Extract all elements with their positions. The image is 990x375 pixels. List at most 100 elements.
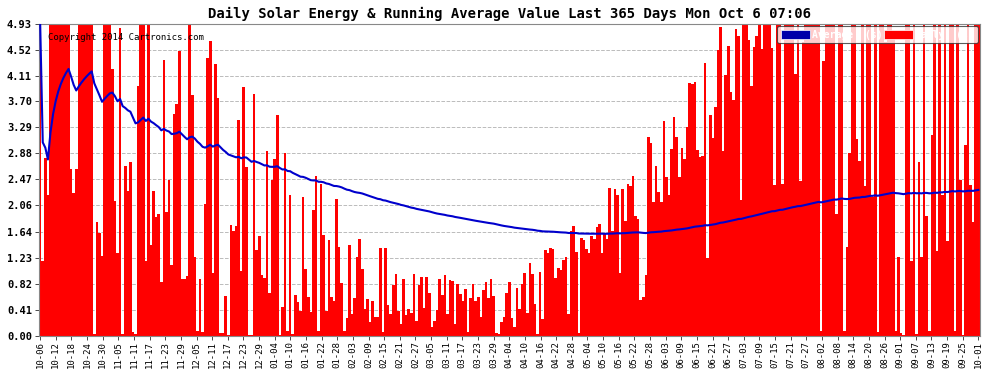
Bar — [72, 193, 75, 336]
Bar — [593, 239, 596, 336]
Bar — [797, 24, 799, 336]
Bar — [246, 167, 248, 336]
Bar — [670, 148, 673, 336]
Bar — [683, 159, 686, 336]
Bar — [622, 189, 624, 336]
Bar — [116, 253, 119, 336]
Bar — [900, 333, 902, 336]
Bar — [299, 311, 302, 336]
Bar — [363, 309, 366, 336]
Bar — [619, 273, 622, 336]
Bar — [214, 64, 217, 336]
Bar — [297, 302, 299, 336]
Bar — [466, 332, 469, 336]
Bar — [583, 240, 585, 336]
Bar — [549, 248, 551, 336]
Bar — [542, 319, 545, 336]
Bar — [472, 284, 474, 336]
Bar — [252, 94, 255, 336]
Bar — [750, 86, 752, 336]
Bar — [148, 24, 149, 336]
Bar — [773, 185, 776, 336]
Bar — [760, 50, 763, 336]
Bar — [969, 185, 972, 336]
Bar — [382, 333, 384, 336]
Bar — [577, 333, 580, 336]
Bar — [876, 332, 879, 336]
Bar — [953, 331, 956, 336]
Bar — [804, 24, 807, 336]
Bar — [418, 285, 421, 336]
Bar — [441, 295, 444, 336]
Bar — [874, 24, 876, 336]
Bar — [75, 169, 77, 336]
Bar — [892, 32, 895, 336]
Bar — [294, 294, 297, 336]
Bar — [59, 24, 62, 336]
Bar — [902, 335, 905, 336]
Bar — [895, 331, 897, 336]
Bar — [135, 334, 137, 336]
Bar — [477, 297, 479, 336]
Bar — [212, 273, 214, 336]
Bar — [786, 24, 789, 336]
Bar — [413, 274, 415, 336]
Bar — [606, 239, 609, 336]
Bar — [230, 225, 233, 336]
Bar — [747, 40, 750, 336]
Bar — [691, 84, 694, 336]
Bar — [165, 213, 167, 336]
Bar — [456, 284, 459, 336]
Bar — [47, 195, 50, 336]
Legend: Average  ($), Daily  ($): Average ($), Daily ($) — [777, 26, 978, 44]
Bar — [83, 24, 85, 336]
Bar — [694, 82, 696, 336]
Bar — [199, 279, 201, 336]
Bar — [974, 24, 977, 336]
Bar — [374, 317, 376, 336]
Bar — [667, 195, 670, 336]
Bar — [557, 268, 559, 336]
Bar — [660, 202, 662, 336]
Bar — [614, 189, 616, 336]
Bar — [320, 184, 323, 336]
Bar — [227, 334, 230, 336]
Bar — [54, 24, 57, 336]
Bar — [361, 268, 363, 336]
Bar — [699, 157, 701, 336]
Bar — [735, 29, 738, 336]
Bar — [838, 24, 841, 336]
Bar — [348, 245, 350, 336]
Bar — [879, 24, 882, 336]
Bar — [51, 24, 54, 336]
Bar — [310, 312, 312, 336]
Bar — [598, 224, 601, 336]
Bar — [338, 247, 341, 336]
Bar — [532, 274, 534, 336]
Bar — [366, 299, 369, 336]
Bar — [828, 24, 831, 336]
Bar — [714, 107, 717, 336]
Bar — [482, 290, 485, 336]
Bar — [642, 297, 644, 336]
Bar — [596, 227, 598, 336]
Bar — [85, 24, 88, 336]
Bar — [260, 275, 263, 336]
Bar — [140, 24, 142, 336]
Bar — [580, 237, 583, 336]
Bar — [546, 253, 549, 336]
Bar — [353, 298, 355, 336]
Bar — [350, 314, 353, 336]
Bar — [238, 120, 240, 336]
Bar — [961, 335, 964, 336]
Bar — [39, 24, 42, 336]
Bar — [943, 24, 946, 336]
Bar — [439, 279, 441, 336]
Bar — [524, 273, 526, 336]
Bar — [157, 214, 160, 336]
Bar — [742, 24, 745, 336]
Bar — [243, 87, 246, 336]
Bar — [474, 301, 477, 336]
Bar — [405, 315, 408, 336]
Bar — [149, 245, 152, 336]
